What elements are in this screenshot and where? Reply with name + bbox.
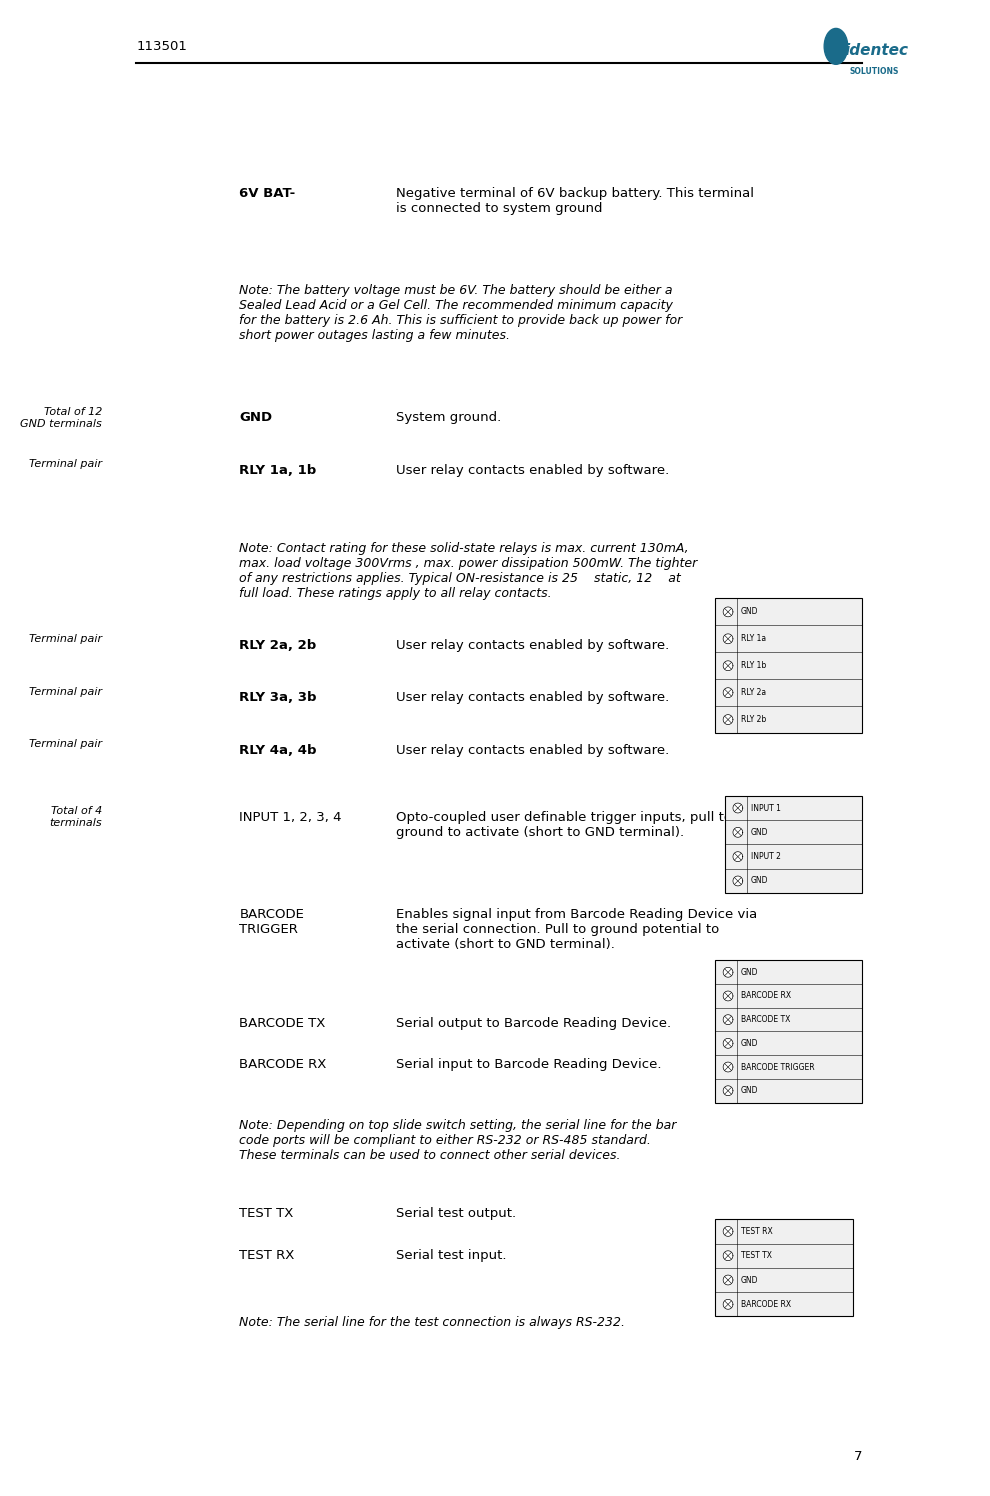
Text: User relay contacts enabled by software.: User relay contacts enabled by software. [396, 464, 669, 477]
Text: Negative terminal of 6V backup battery. This terminal
is connected to system gro: Negative terminal of 6V backup battery. … [396, 187, 754, 215]
Text: TEST TX: TEST TX [741, 1251, 772, 1260]
Polygon shape [733, 803, 742, 812]
Text: identec: identec [844, 43, 909, 58]
Text: BARCODE
TRIGGER: BARCODE TRIGGER [240, 908, 304, 936]
Text: TEST RX: TEST RX [741, 1227, 772, 1236]
Text: GND: GND [741, 1038, 758, 1047]
Polygon shape [723, 607, 733, 616]
Text: RLY 3a, 3b: RLY 3a, 3b [240, 691, 317, 705]
Text: System ground.: System ground. [396, 411, 502, 425]
Text: GND: GND [741, 968, 758, 977]
Polygon shape [723, 1038, 733, 1049]
Polygon shape [723, 688, 733, 697]
Text: TEST RX: TEST RX [240, 1249, 295, 1263]
Polygon shape [723, 661, 733, 670]
Text: INPUT 1: INPUT 1 [750, 803, 780, 812]
Text: Serial test input.: Serial test input. [396, 1249, 507, 1263]
Polygon shape [723, 715, 733, 724]
Text: User relay contacts enabled by software.: User relay contacts enabled by software. [396, 744, 669, 757]
Text: Terminal pair: Terminal pair [29, 687, 102, 697]
Text: 7: 7 [854, 1450, 862, 1463]
Polygon shape [733, 851, 742, 862]
Text: GND: GND [750, 877, 768, 886]
Text: RLY 4a, 4b: RLY 4a, 4b [240, 744, 317, 757]
Text: 113501: 113501 [137, 40, 187, 54]
Text: BARCODE RX: BARCODE RX [240, 1058, 327, 1071]
Text: INPUT 1, 2, 3, 4: INPUT 1, 2, 3, 4 [240, 811, 342, 824]
Bar [716, 598, 862, 733]
Polygon shape [723, 1251, 733, 1261]
Text: Note: Contact rating for these solid-state relays is max. current 130mA,
max. lo: Note: Contact rating for these solid-sta… [240, 542, 698, 600]
Text: RLY 2a, 2b: RLY 2a, 2b [240, 639, 317, 652]
Bar [725, 796, 862, 893]
Text: Total of 4
terminals: Total of 4 terminals [50, 806, 102, 827]
Text: RLY 2a: RLY 2a [741, 688, 766, 697]
Text: Serial input to Barcode Reading Device.: Serial input to Barcode Reading Device. [396, 1058, 662, 1071]
Text: Opto-coupled user definable trigger inputs, pull to
ground to activate (short to: Opto-coupled user definable trigger inpu… [396, 811, 733, 839]
Text: TEST TX: TEST TX [240, 1207, 294, 1221]
Circle shape [825, 28, 847, 64]
Text: BARCODE TX: BARCODE TX [240, 1017, 326, 1031]
Text: 6V BAT-: 6V BAT- [240, 187, 296, 200]
Text: Terminal pair: Terminal pair [29, 459, 102, 470]
Polygon shape [723, 634, 733, 643]
Text: Total of 12
GND terminals: Total of 12 GND terminals [21, 407, 102, 428]
Text: GND: GND [240, 411, 272, 425]
Polygon shape [723, 990, 733, 1001]
Text: Enables signal input from Barcode Reading Device via
the serial connection. Pull: Enables signal input from Barcode Readin… [396, 908, 757, 951]
Polygon shape [723, 1300, 733, 1309]
Text: Terminal pair: Terminal pair [29, 739, 102, 749]
Polygon shape [723, 968, 733, 977]
Polygon shape [723, 1275, 733, 1285]
Text: GND: GND [750, 827, 768, 836]
Text: BARCODE RX: BARCODE RX [741, 1300, 791, 1309]
Text: Serial test output.: Serial test output. [396, 1207, 517, 1221]
Text: GND: GND [741, 1086, 758, 1095]
Polygon shape [733, 827, 742, 838]
Text: User relay contacts enabled by software.: User relay contacts enabled by software. [396, 691, 669, 705]
Text: RLY 2b: RLY 2b [741, 715, 766, 724]
Text: Note: The serial line for the test connection is always RS-232.: Note: The serial line for the test conne… [240, 1316, 626, 1330]
Text: RLY 1a, 1b: RLY 1a, 1b [240, 464, 317, 477]
Text: BARCODE RX: BARCODE RX [741, 992, 791, 1001]
Text: Note: Depending on top slide switch setting, the serial line for the bar
code po: Note: Depending on top slide switch sett… [240, 1119, 677, 1162]
Polygon shape [723, 1227, 733, 1236]
Text: GND: GND [741, 607, 758, 616]
Polygon shape [723, 1062, 733, 1073]
Text: GND: GND [741, 1276, 758, 1285]
Bar [716, 960, 862, 1103]
Polygon shape [733, 877, 742, 886]
Text: BARCODE TX: BARCODE TX [741, 1016, 790, 1025]
Text: Note: The battery voltage must be 6V. The battery should be either a
Sealed Lead: Note: The battery voltage must be 6V. Th… [240, 284, 683, 343]
Text: RLY 1a: RLY 1a [741, 634, 766, 643]
Text: BARCODE TRIGGER: BARCODE TRIGGER [741, 1062, 815, 1071]
Text: Terminal pair: Terminal pair [29, 634, 102, 645]
Text: SOLUTIONS: SOLUTIONS [849, 67, 899, 76]
Text: Serial output to Barcode Reading Device.: Serial output to Barcode Reading Device. [396, 1017, 671, 1031]
Text: RLY 1b: RLY 1b [741, 661, 766, 670]
Text: User relay contacts enabled by software.: User relay contacts enabled by software. [396, 639, 669, 652]
Polygon shape [723, 1014, 733, 1025]
Polygon shape [723, 1086, 733, 1095]
Bar [716, 1219, 852, 1316]
Text: INPUT 2: INPUT 2 [750, 853, 780, 862]
